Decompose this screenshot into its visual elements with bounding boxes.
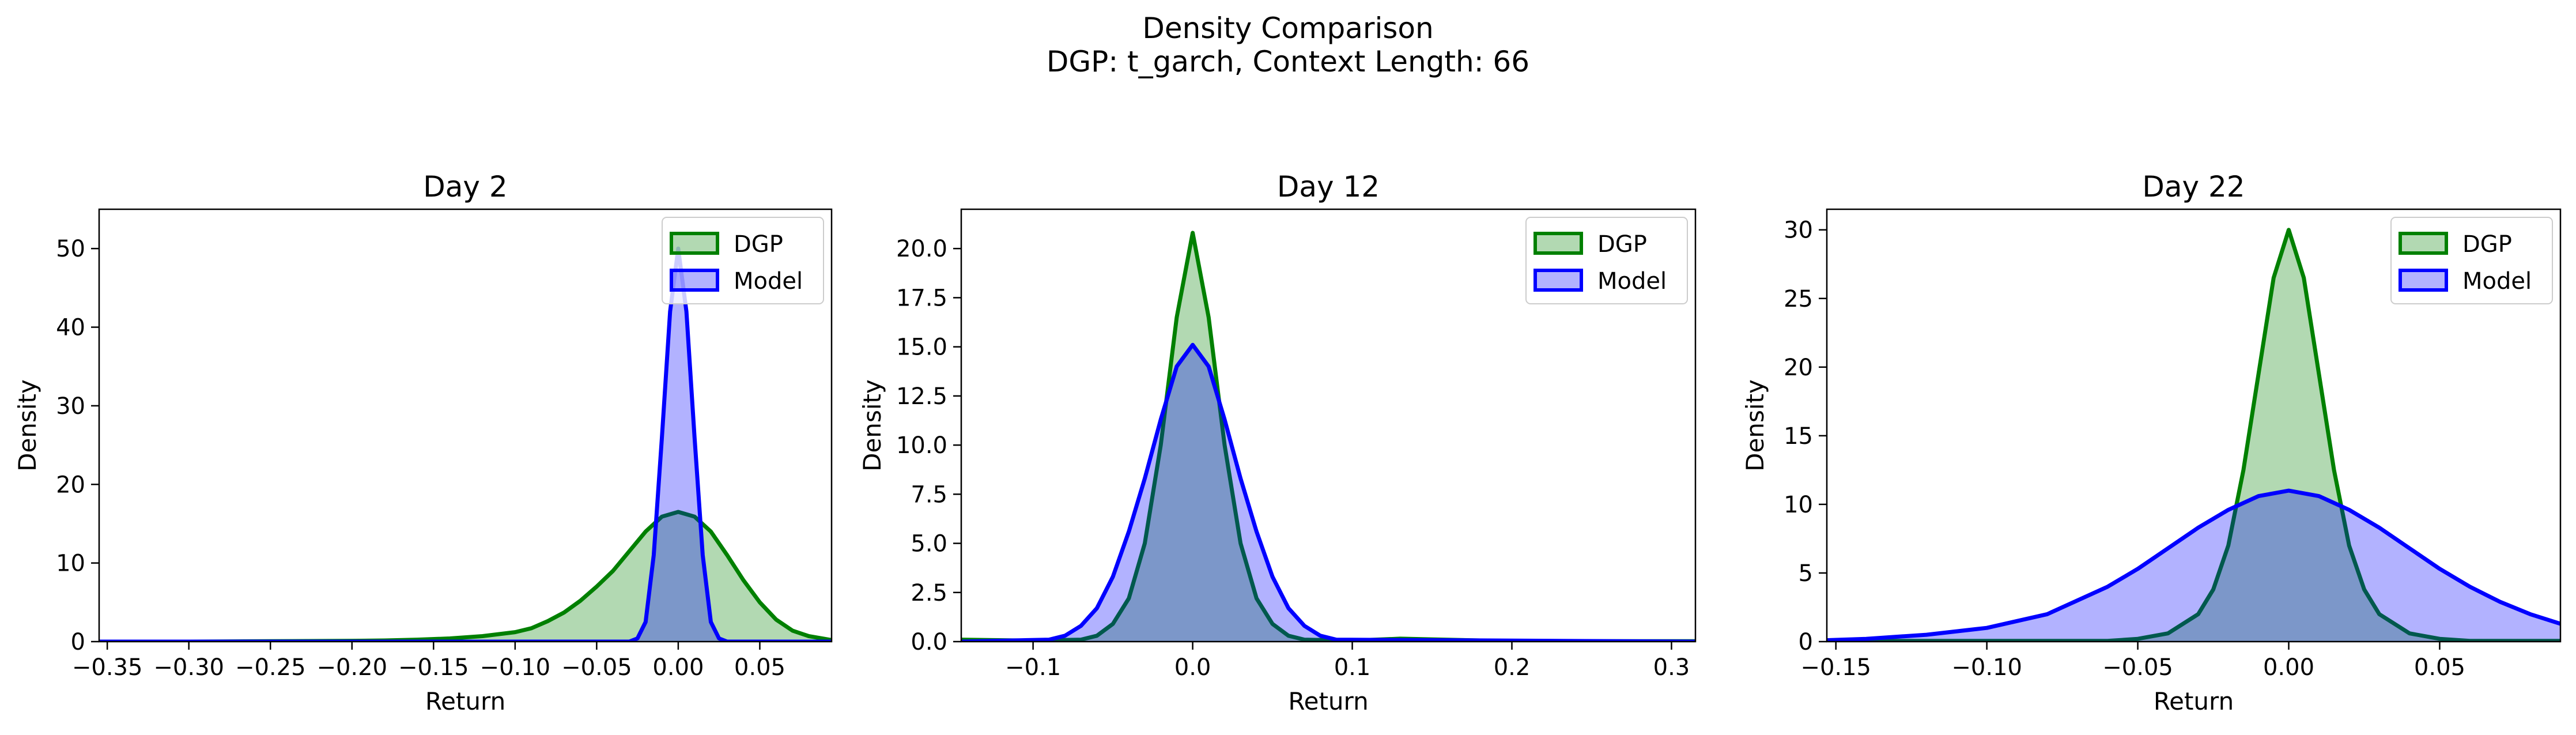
y-tick-label: 7.5 [911, 481, 947, 508]
y-tick-label: 10 [56, 551, 85, 577]
y-tick-label: 10 [1784, 492, 1813, 518]
x-tick-label: 0.00 [2263, 654, 2314, 681]
y-axis-label: Density [13, 379, 41, 472]
dgp-density-fill [99, 512, 832, 642]
x-tick-label: 0.3 [1653, 654, 1690, 681]
x-tick-label: −0.35 [72, 654, 143, 681]
x-tick-label: −0.30 [153, 654, 224, 681]
panel-title: Day 2 [423, 170, 507, 203]
model-legend-swatch [670, 269, 719, 292]
x-tick-label: −0.10 [1951, 654, 2022, 681]
y-tick-label: 0 [71, 629, 85, 655]
model-density-fill [961, 345, 1695, 642]
model-density-line [961, 342, 1695, 642]
x-tick-label: 0.05 [2414, 654, 2465, 681]
dgp-legend-label: DGP [2462, 231, 2512, 258]
legend-box [1525, 217, 1688, 304]
model-legend-swatch [2399, 269, 2448, 292]
y-tick-label: 5.0 [911, 531, 947, 557]
x-axis-label: Return [425, 687, 505, 715]
dgp-legend-swatch [2399, 232, 2448, 255]
y-tick-label: 50 [56, 236, 85, 262]
y-tick-label: 5 [1799, 560, 1813, 587]
x-tick-label: −0.15 [398, 654, 469, 681]
figure-title-line-2: DGP: t_garch, Context Length: 66 [1047, 45, 1529, 78]
x-tick-label: −0.10 [480, 654, 551, 681]
dgp-legend-swatch [670, 232, 719, 255]
x-tick-label: −0.15 [1800, 654, 1871, 681]
y-axis-label: Density [858, 379, 886, 472]
x-tick-label: −0.05 [561, 654, 632, 681]
axes-frame [98, 208, 833, 643]
legend-box [2390, 217, 2553, 304]
legend: DGP Model [662, 217, 824, 304]
y-tick-label: 15.0 [896, 334, 947, 361]
legend: DGP Model [1525, 217, 1688, 304]
x-tick-label: −0.25 [235, 654, 306, 681]
model-density-fill [99, 248, 832, 642]
model-density-line [1827, 488, 2560, 642]
x-axis-label: Return [1288, 687, 1368, 715]
x-tick-label: −0.1 [1005, 654, 1061, 681]
model-legend-label: Model [1597, 268, 1667, 295]
dgp-legend-label: DGP [734, 231, 783, 258]
axes-frame [1826, 208, 2562, 643]
y-tick-label: 12.5 [896, 383, 947, 410]
panel-day-2: −0.35 −0.30 −0.25 −0.20 −0.15 −0.10 −0.05 0.00 0… [13, 170, 833, 715]
y-tick-label: 10.0 [896, 432, 947, 459]
x-tick-label: 0.05 [734, 654, 785, 681]
panel-title: Day 22 [2142, 170, 2245, 203]
y-tick-label: 25 [1784, 286, 1813, 312]
y-tick-label: 2.5 [911, 580, 947, 606]
model-legend-swatch [1533, 269, 1583, 292]
y-tick-label: 40 [56, 315, 85, 341]
x-tick-label: 0.1 [1334, 654, 1371, 681]
y-tick-label: 0.0 [911, 629, 947, 655]
figure-title-line-1: Density Comparison [1142, 12, 1433, 45]
y-tick-label: 15 [1784, 423, 1813, 450]
x-tick-label: −0.20 [316, 654, 387, 681]
y-tick-label: 17.5 [896, 285, 947, 311]
legend: DGP Model [2390, 217, 2553, 304]
panel-day-12: −0.1 0.0 0.1 0.2 0.3 0.0 2.5 5.0 7.5 10.0 12.5 15.0… [858, 170, 1697, 715]
y-tick-label: 20 [56, 472, 85, 498]
model-legend-label: Model [734, 268, 803, 295]
dgp-density-line [1827, 228, 2560, 642]
panel-title: Day 12 [1277, 170, 1380, 203]
legend-box [662, 217, 824, 304]
x-tick-label: 0.00 [652, 654, 704, 681]
panel-day-22: −0.15 −0.10 −0.05 0.00 0.05 0 5 10 15 20 25 30 Day 2… [1741, 170, 2562, 715]
x-axis-label: Return [2154, 687, 2234, 715]
x-tick-label: 0.2 [1494, 654, 1531, 681]
x-tick-label: 0.0 [1174, 654, 1211, 681]
axes-frame [960, 208, 1697, 643]
y-tick-label: 30 [1784, 217, 1813, 244]
y-tick-label: 0 [1799, 629, 1813, 655]
y-axis-label: Density [1741, 379, 1769, 472]
y-tick-label: 20.0 [896, 236, 947, 262]
y-tick-label: 20 [1784, 355, 1813, 381]
y-tick-label: 30 [56, 393, 85, 420]
x-tick-label: −0.05 [2102, 654, 2173, 681]
dgp-legend-label: DGP [1597, 231, 1647, 258]
model-legend-label: Model [2462, 268, 2532, 295]
dgp-legend-swatch [1533, 232, 1583, 255]
model-density-fill [1827, 491, 2560, 642]
